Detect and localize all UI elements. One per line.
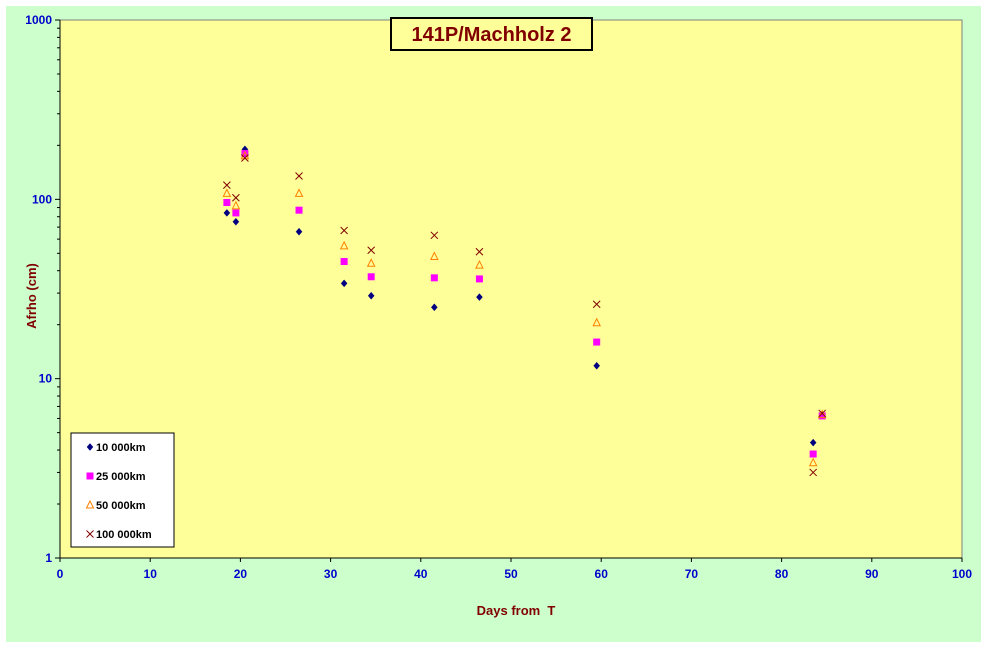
data-point	[475, 247, 484, 256]
chart-title-box	[390, 17, 593, 51]
data-point-stroke	[232, 193, 240, 202]
legend-marker	[85, 499, 95, 509]
chart-frame: 0 10 20 30 40 50 60 70 80 90 100 1 10 100 1000 141P/Ma…	[6, 6, 981, 642]
legend-label: 50 000km	[96, 500, 146, 512]
data-point	[809, 468, 818, 477]
data-point	[367, 273, 375, 281]
data-point-stroke	[809, 468, 818, 477]
x-tick-label: 100	[952, 567, 972, 581]
legend-marker	[86, 472, 94, 480]
x-tick-label: 50	[504, 567, 518, 581]
x-tick-label: 30	[324, 567, 338, 581]
data-point	[295, 172, 303, 180]
data-point-stroke	[818, 409, 827, 418]
data-point	[809, 450, 817, 458]
data-point	[367, 291, 375, 300]
data-point-stroke	[223, 181, 231, 189]
data-point	[818, 409, 827, 418]
legend: 10 000km 25 000km 50 000km 100 000km	[70, 432, 175, 548]
data-point-stroke	[430, 231, 439, 240]
data-point	[592, 317, 601, 327]
chart-title: 141P/Machholz 2	[390, 17, 593, 51]
data-point-stroke	[475, 247, 484, 256]
legend-marker	[86, 530, 94, 538]
x-tick-label: 80	[775, 567, 789, 581]
data-point	[340, 279, 348, 288]
data-point	[366, 258, 376, 267]
data-point	[340, 226, 348, 235]
legend-box	[70, 432, 175, 548]
data-point	[809, 438, 817, 447]
data-point	[295, 206, 303, 214]
data-point-stroke	[592, 300, 601, 309]
data-point	[294, 188, 304, 197]
data-point-stroke	[241, 154, 249, 162]
data-point	[240, 150, 250, 160]
data-point	[431, 303, 438, 312]
data-point	[475, 259, 484, 269]
x-axis-title: Days from T	[477, 603, 556, 618]
data-point-stroke	[367, 246, 376, 255]
legend-label: 100 000km	[96, 529, 152, 541]
y-tick-label: 1	[45, 551, 52, 565]
data-point	[223, 181, 231, 189]
data-point	[430, 251, 439, 260]
data-point-stroke	[340, 226, 348, 235]
chart-title-text: 141P/Machholz 2	[411, 24, 571, 46]
data-point	[430, 274, 438, 282]
data-point	[222, 188, 232, 197]
series-2	[223, 150, 826, 458]
x-tick-label: 40	[414, 567, 428, 581]
data-point	[817, 409, 827, 419]
data-point	[808, 457, 818, 467]
y-axis-title: Afrho (cm)	[24, 263, 39, 329]
legend-items: 10 000km 25 000km 50 000km 100 000km	[85, 442, 152, 541]
data-point	[476, 293, 483, 301]
data-point	[295, 227, 303, 236]
data-point	[232, 217, 240, 226]
x-tick-label: 60	[595, 567, 609, 581]
data-point	[232, 209, 240, 217]
x-tick-label: 70	[685, 567, 699, 581]
data-point	[430, 231, 439, 240]
data-point	[241, 154, 249, 162]
legend-label: 10 000km	[96, 442, 146, 454]
data-point	[231, 200, 241, 210]
series-3	[222, 150, 827, 467]
data-point	[593, 338, 601, 346]
y-tick-label: 100	[32, 192, 52, 206]
data-point	[475, 275, 483, 283]
data-point-stroke	[295, 172, 303, 180]
x-tick-label: 90	[865, 567, 879, 581]
data-point	[592, 300, 601, 309]
data-point	[223, 199, 231, 207]
x-tick-label: 0	[57, 567, 64, 581]
legend-marker-stroke	[86, 530, 94, 538]
data-point	[367, 246, 376, 255]
x-tick-label: 20	[234, 567, 248, 581]
plot-area	[59, 19, 963, 559]
marks-layer	[222, 145, 827, 477]
data-point	[818, 412, 826, 420]
data-point	[339, 240, 349, 250]
y-tick-label: 1000	[25, 13, 52, 27]
legend-marker	[86, 443, 94, 451]
data-point	[340, 258, 348, 266]
series-4	[223, 154, 827, 477]
x-tick-label: 10	[144, 567, 158, 581]
data-point	[593, 361, 601, 370]
data-point	[223, 209, 231, 217]
data-point	[241, 150, 249, 158]
legend-label: 25 000km	[96, 471, 146, 483]
y-tick-label: 10	[39, 372, 53, 386]
data-point	[232, 193, 240, 202]
